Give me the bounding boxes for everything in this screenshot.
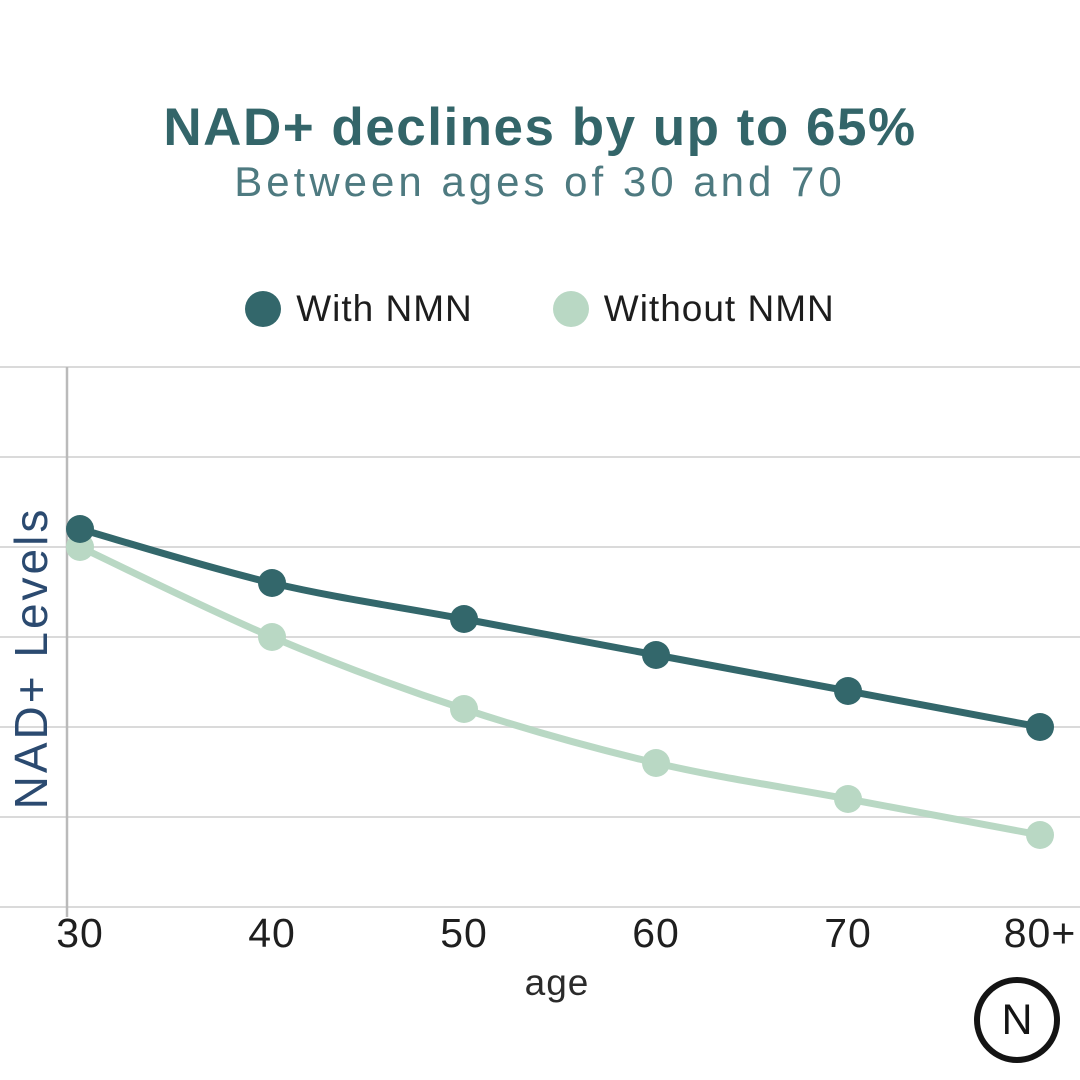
x-tick-label: 60	[632, 910, 680, 956]
chart-svg	[0, 366, 1080, 917]
x-tick-label: 70	[824, 910, 872, 956]
series-line-without-nmn	[76, 543, 1044, 839]
data-point-without-nmn	[1026, 821, 1054, 849]
data-point-without-nmn	[642, 749, 670, 777]
legend-item-with-nmn: With NMN	[245, 288, 473, 330]
x-tick-label: 30	[56, 910, 104, 956]
brand-logo-letter: N	[1001, 995, 1033, 1044]
x-tick-label: 40	[248, 910, 296, 956]
data-point-with-nmn	[66, 515, 94, 543]
data-point-without-nmn	[834, 785, 862, 813]
data-point-with-nmn	[642, 641, 670, 669]
data-point-with-nmn	[450, 605, 478, 633]
y-axis-title: NAD+ Levels	[5, 506, 57, 810]
series-line-with-nmn	[76, 525, 1044, 731]
chart-legend: With NMN Without NMN	[0, 288, 1080, 330]
data-point-without-nmn	[258, 623, 286, 651]
data-point-without-nmn	[450, 695, 478, 723]
legend-dot-with-nmn-icon	[245, 291, 282, 327]
data-point-with-nmn	[258, 569, 286, 597]
x-axis-title: age	[524, 962, 590, 1003]
legend-label-without-nmn: Without NMN	[603, 288, 835, 329]
brand-logo: N	[974, 977, 1060, 1063]
x-tick-label: 50	[440, 910, 488, 956]
legend-label-with-nmn: With NMN	[296, 288, 473, 329]
page-subtitle: Between ages of 30 and 70	[234, 158, 846, 205]
data-point-with-nmn	[834, 677, 862, 705]
x-axis-tick-row: 30 40 50 60 70 80+	[0, 910, 1080, 962]
data-point-with-nmn	[1026, 713, 1054, 741]
x-tick-label: 80+	[1003, 910, 1077, 956]
legend-dot-without-nmn-icon	[552, 291, 589, 327]
legend-item-without-nmn: Without NMN	[552, 288, 835, 330]
page-title: NAD+ declines by up to 65%	[163, 98, 917, 157]
